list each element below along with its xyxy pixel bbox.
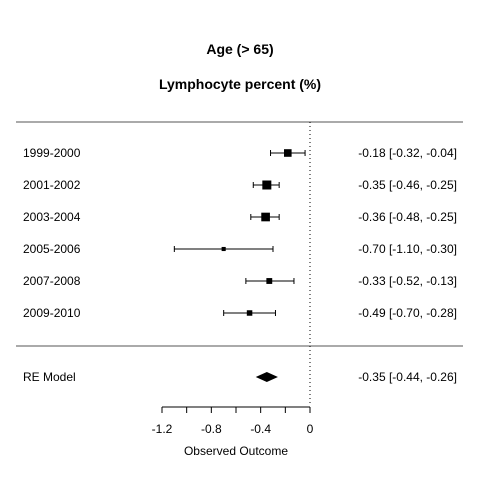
study-ci-text: -0.18 [-0.32, -0.04] [358, 146, 457, 160]
study-label: 1999-2000 [23, 146, 81, 160]
study-ci-text: -0.35 [-0.46, -0.25] [358, 178, 457, 192]
summary-label: RE Model [23, 370, 76, 384]
estimate-point [284, 149, 292, 157]
study-rows: 1999-2000 -0.18 [-0.32, -0.04] 2001-2002 -0… [23, 146, 457, 320]
study-label: 2005-2006 [23, 242, 81, 256]
chart-subtitle: Lymphocyte percent (%) [159, 76, 321, 92]
study-row: 2005-2006 -0.70 [-1.10, -0.30] [23, 242, 457, 256]
estimate-point [266, 278, 272, 284]
summary-row: RE Model -0.35 [-0.44, -0.26] [23, 370, 457, 384]
estimate-point [222, 247, 226, 251]
x-axis-label: Observed Outcome [184, 444, 288, 458]
estimate-point [247, 310, 253, 316]
study-label: 2007-2008 [23, 274, 81, 288]
study-row: 2007-2008 -0.33 [-0.52, -0.13] [23, 274, 457, 288]
estimate-point [262, 181, 271, 190]
summary-ci-text: -0.35 [-0.44, -0.26] [358, 370, 457, 384]
study-ci-text: -0.49 [-0.70, -0.28] [358, 306, 457, 320]
study-row: 2001-2002 -0.35 [-0.46, -0.25] [23, 178, 457, 192]
summary-diamond [256, 372, 278, 382]
study-label: 2001-2002 [23, 178, 81, 192]
x-axis: -1.2 -0.8 -0.4 0 Observed Outcome [152, 407, 314, 458]
study-row: 1999-2000 -0.18 [-0.32, -0.04] [23, 146, 457, 160]
study-row: 2009-2010 -0.49 [-0.70, -0.28] [23, 306, 457, 320]
study-row: 2003-2004 -0.36 [-0.48, -0.25] [23, 210, 457, 224]
estimate-point [261, 213, 270, 222]
x-tick-label: 0 [307, 422, 314, 436]
study-ci-text: -0.33 [-0.52, -0.13] [358, 274, 457, 288]
study-ci-text: -0.36 [-0.48, -0.25] [358, 210, 457, 224]
x-tick-label: -0.4 [250, 422, 271, 436]
study-ci-text: -0.70 [-1.10, -0.30] [358, 242, 457, 256]
x-tick-label: -1.2 [152, 422, 173, 436]
x-tick-label: -0.8 [201, 422, 222, 436]
chart-title: Age (> 65) [206, 41, 273, 57]
study-label: 2009-2010 [23, 306, 81, 320]
study-label: 2003-2004 [23, 210, 81, 224]
